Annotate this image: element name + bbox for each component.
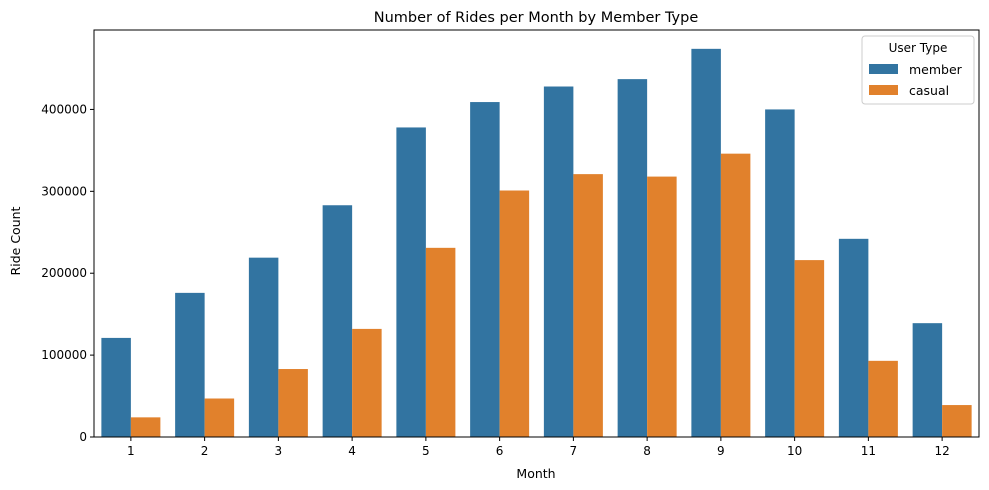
bar-member-1 (101, 337, 131, 437)
bar-casual-8 (647, 176, 677, 437)
bar-member-7 (543, 86, 574, 437)
bar-casual-5 (425, 247, 456, 437)
x-tick-label-6: 6 (496, 444, 504, 458)
x-tick-label-8: 8 (643, 444, 651, 458)
x-tick-label-7: 7 (570, 444, 578, 458)
bar-member-11 (838, 238, 869, 437)
bar-casual-4 (352, 328, 382, 437)
bar-member-6 (470, 102, 500, 437)
x-tick-label-4: 4 (348, 444, 356, 458)
bar-member-9 (691, 48, 721, 438)
bar-member-2 (175, 292, 205, 437)
x-tick-label-1: 1 (127, 444, 135, 458)
legend-label-casual: casual (909, 83, 949, 98)
chart-title: Number of Rides per Month by Member Type (374, 10, 699, 26)
bar-casual-9 (720, 153, 751, 437)
bar-member-5 (396, 127, 426, 437)
y-tick-label-0: 0 (79, 430, 87, 444)
bar-casual-12 (942, 405, 972, 437)
x-tick-label-5: 5 (422, 444, 430, 458)
legend-label-member: member (909, 62, 963, 77)
y-tick-label-100000: 100000 (41, 348, 87, 362)
bar-casual-11 (868, 360, 898, 437)
bar-member-4 (322, 205, 353, 437)
bar-member-10 (765, 109, 795, 438)
x-tick-label-3: 3 (275, 444, 283, 458)
x-tick-label-11: 11 (861, 444, 876, 458)
axes-frame (93, 29, 980, 438)
y-axis-label: Ride Count (8, 206, 23, 275)
x-tick-label-10: 10 (787, 444, 802, 458)
bar-casual-7 (573, 174, 603, 437)
x-tick-label-2: 2 (201, 444, 209, 458)
legend-swatch-member (869, 64, 898, 74)
bar-member-12 (912, 323, 943, 437)
bar-member-3 (248, 257, 279, 437)
bar-member-8 (617, 79, 648, 437)
legend: User Type member casual (861, 35, 975, 105)
x-tick-label-12: 12 (934, 444, 949, 458)
x-tick-label-9: 9 (717, 444, 725, 458)
y-tick-label-400000: 400000 (41, 102, 87, 116)
bar-casual-1 (130, 417, 161, 437)
x-axis-label: Month (516, 466, 555, 481)
legend-title: User Type (889, 41, 948, 55)
bar-casual-6 (499, 190, 530, 437)
bar-casual-2 (204, 398, 235, 437)
y-tick-label-200000: 200000 (41, 266, 87, 280)
legend-swatch-casual (869, 85, 898, 95)
bar-casual-10 (794, 260, 825, 437)
y-tick-label-300000: 300000 (41, 184, 87, 198)
bar-casual-3 (278, 369, 308, 437)
